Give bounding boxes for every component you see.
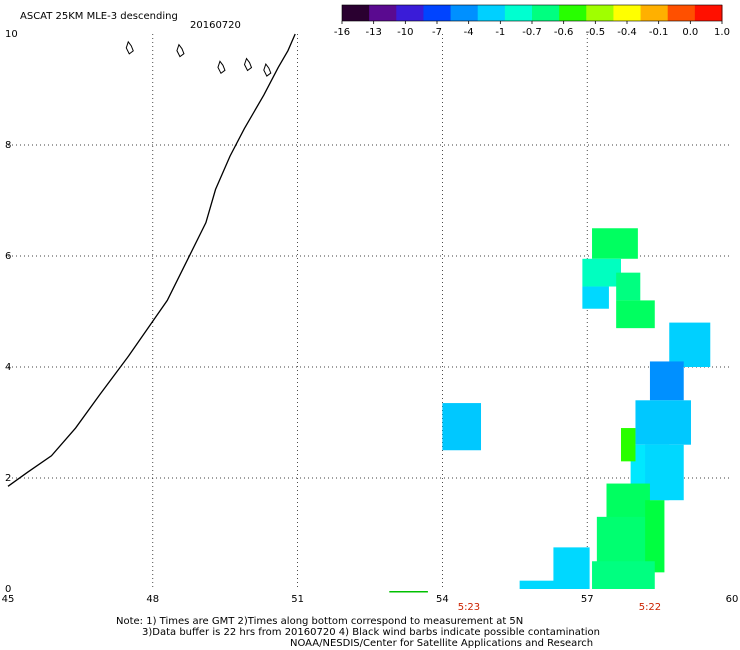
colorbar-swatch bbox=[640, 5, 669, 21]
colorbar-label: 0.0 bbox=[682, 27, 698, 38]
island bbox=[125, 40, 134, 55]
colorbar-swatch bbox=[694, 5, 723, 21]
island bbox=[263, 63, 272, 77]
colorbar-swatch bbox=[450, 5, 479, 21]
colorbar-swatch bbox=[586, 5, 614, 21]
note-line-3: NOAA/NESDIS/Center for Satellite Applica… bbox=[290, 638, 594, 649]
note-line-2: 3)Data buffer is 22 hrs from 20160720 4)… bbox=[142, 627, 600, 638]
wind-cell bbox=[553, 547, 590, 589]
colorbar-label: -0.5 bbox=[586, 27, 606, 38]
lon-tick-label: 51 bbox=[291, 594, 304, 605]
island bbox=[217, 60, 226, 75]
map-date: 20160720 bbox=[190, 20, 241, 31]
colorbar-label: -0.6 bbox=[554, 27, 574, 38]
coastline bbox=[7, 33, 296, 487]
colorbar-swatch bbox=[667, 5, 696, 21]
colorbar-swatch bbox=[559, 5, 587, 21]
colorbar-swatch bbox=[477, 5, 506, 21]
wind-cell bbox=[592, 228, 638, 259]
wind-cell bbox=[582, 258, 621, 287]
wind-cell bbox=[582, 286, 609, 309]
wind-cell bbox=[616, 272, 641, 301]
lat-tick-label: 4 bbox=[5, 362, 11, 373]
colorbar-label: -0.7 bbox=[522, 27, 542, 38]
colorbar-label: -16 bbox=[334, 27, 350, 38]
wind-cell bbox=[645, 444, 684, 501]
map-title: ASCAT 25KM MLE-3 descending bbox=[20, 11, 178, 22]
wind-cell bbox=[635, 400, 691, 445]
lat-tick-label: 6 bbox=[5, 251, 11, 262]
wind-cells bbox=[442, 228, 711, 589]
lon-tick-label: 60 bbox=[726, 594, 739, 605]
wind-cell bbox=[645, 500, 665, 573]
time-marks: 5:23 5:22 bbox=[458, 602, 661, 613]
map-grid bbox=[8, 34, 732, 589]
wind-cell bbox=[519, 580, 556, 589]
colorbar-label: 1.0 bbox=[714, 27, 730, 38]
colorbar-swatch bbox=[504, 5, 533, 21]
lon-tick-label: 57 bbox=[581, 594, 594, 605]
colorbar: -16 -13 -10 -7 -4 -1 -0.7 -0.6 -0.5 -0.4 -0.1 0.0 1.… bbox=[334, 4, 730, 38]
colorbar-label: -0.1 bbox=[649, 27, 669, 38]
colorbar-label: -10 bbox=[397, 27, 413, 38]
islands bbox=[125, 40, 272, 77]
wind-cell bbox=[620, 428, 636, 462]
colorbar-label: -0.4 bbox=[617, 27, 637, 38]
lon-tick-label: 54 bbox=[436, 594, 449, 605]
colorbar-swatch bbox=[369, 5, 397, 21]
wind-cell bbox=[442, 403, 482, 451]
wind-cell bbox=[669, 322, 711, 367]
colorbar-label: -7 bbox=[432, 27, 442, 38]
island bbox=[176, 43, 185, 58]
note-line-1: Note: 1) Times are GMT 2)Times along bot… bbox=[116, 616, 524, 627]
island bbox=[243, 57, 253, 72]
lon-tick-label: 45 bbox=[2, 594, 15, 605]
lat-tick-label: 0 bbox=[5, 584, 11, 595]
lat-tick-label: 8 bbox=[5, 140, 11, 151]
colorbar-swatch bbox=[532, 5, 560, 21]
colorbar-label: -4 bbox=[464, 27, 474, 38]
lon-tick-label: 48 bbox=[146, 594, 159, 605]
map-axes: 45 48 51 54 57 60 0 2 4 6 8 10 bbox=[2, 29, 739, 605]
colorbar-swatch bbox=[613, 5, 642, 21]
colorbar-label: -1 bbox=[495, 27, 505, 38]
colorbar-swatch bbox=[423, 5, 452, 21]
colorbar-label: -13 bbox=[365, 27, 381, 38]
lat-tick-label: 10 bbox=[5, 29, 18, 40]
colorbar-swatch bbox=[396, 5, 424, 21]
wind-cell bbox=[649, 361, 684, 401]
wind-cell bbox=[592, 561, 655, 589]
wind-cell bbox=[616, 300, 655, 329]
lat-tick-label: 2 bbox=[5, 473, 11, 484]
colorbar-swatch bbox=[342, 5, 370, 21]
time-mark: 5:23 bbox=[458, 602, 480, 613]
time-mark: 5:22 bbox=[639, 602, 661, 613]
